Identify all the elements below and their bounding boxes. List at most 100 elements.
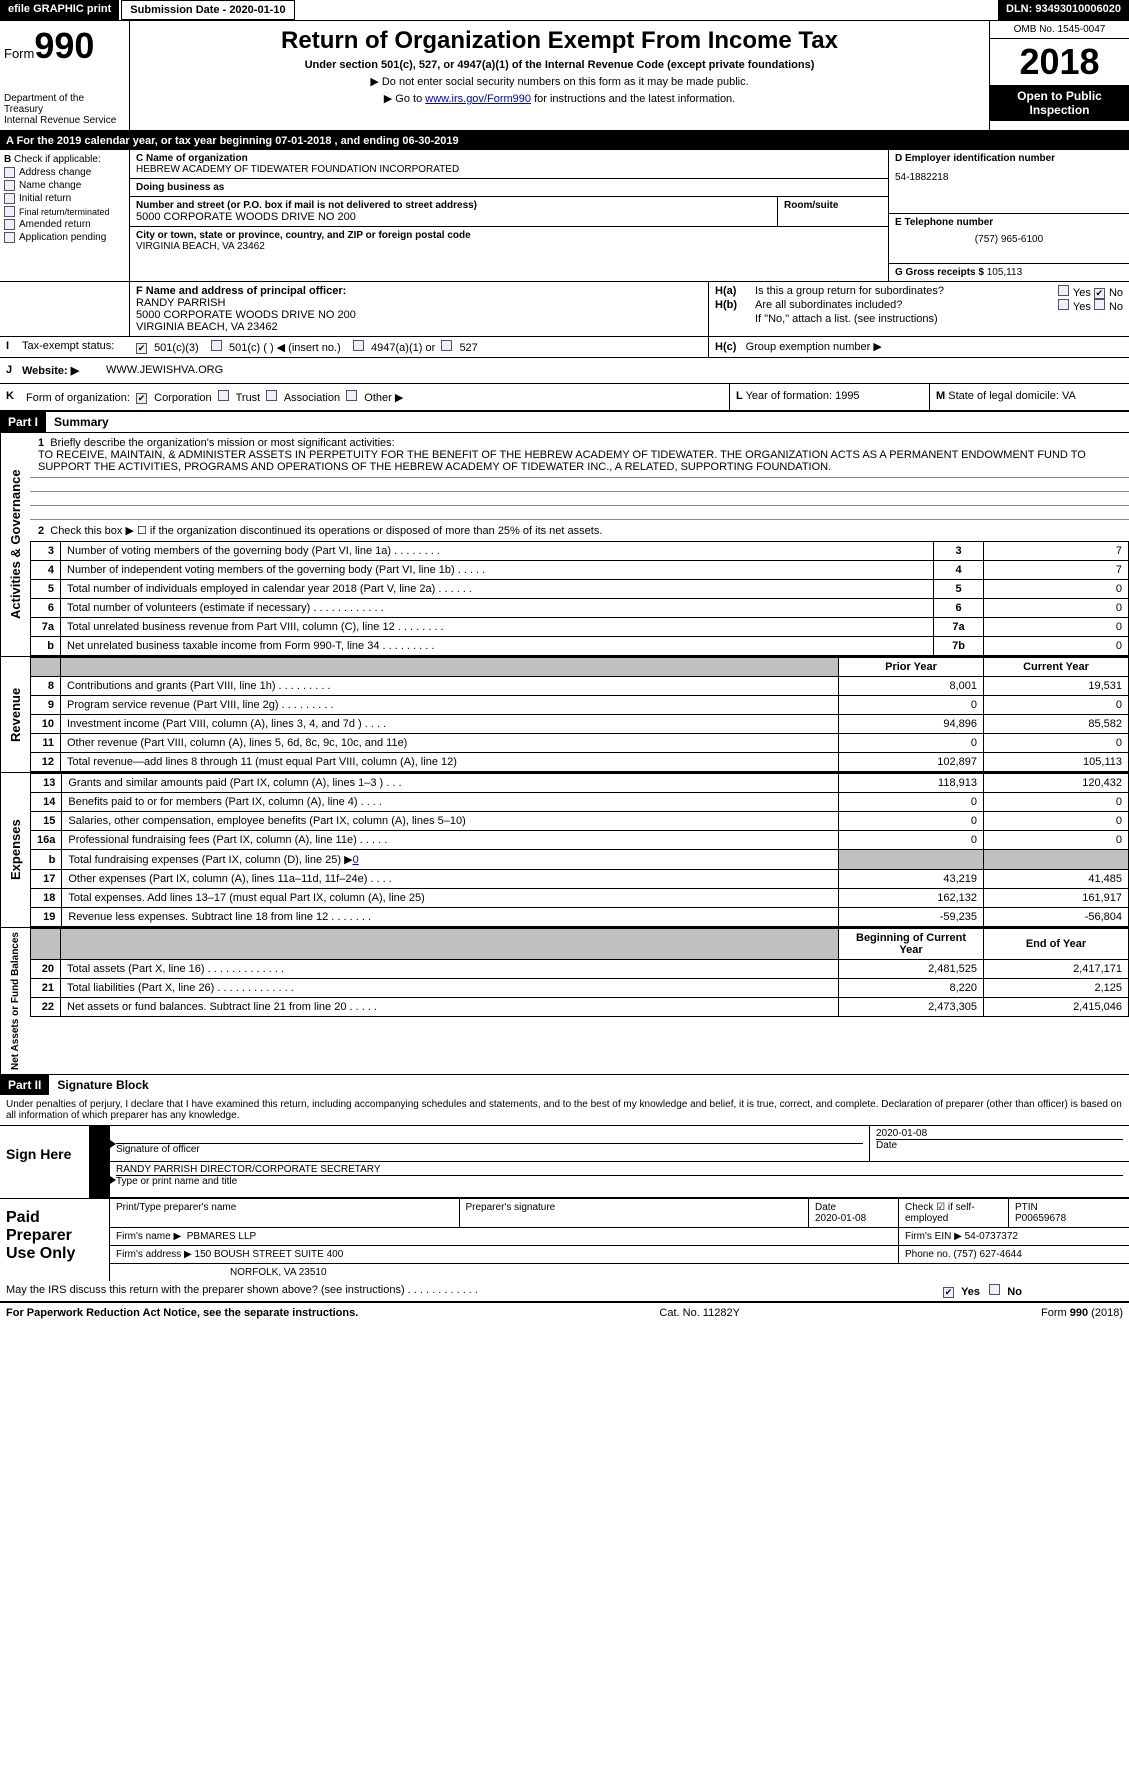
irs-link[interactable]: www.irs.gov/Form990 bbox=[425, 93, 531, 105]
officer-addr2: VIRGINIA BEACH, VA 23462 bbox=[136, 321, 702, 333]
checkbox-name-change[interactable] bbox=[4, 180, 15, 191]
checkbox-corporation[interactable] bbox=[136, 393, 147, 404]
h-b-label: H(b) bbox=[715, 299, 755, 313]
year-formation: 1995 bbox=[835, 390, 859, 402]
declaration-text: Under penalties of perjury, I declare th… bbox=[0, 1095, 1129, 1125]
checkbox-discuss-no[interactable] bbox=[989, 1284, 1000, 1295]
row-k-l-m: K Form of organization: Corporation Trus… bbox=[0, 384, 1129, 411]
dln-tag: DLN: 93493010006020 bbox=[998, 0, 1129, 20]
checkbox-initial-return[interactable] bbox=[4, 193, 15, 204]
gov-val-4: 7 bbox=[984, 561, 1129, 580]
footer-mid: Cat. No. 11282Y bbox=[659, 1307, 740, 1319]
officer-addr1: 5000 CORPORATE WOODS DRIVE NO 200 bbox=[136, 309, 702, 321]
netassets-section: Net Assets or Fund Balances Beginning of… bbox=[0, 927, 1129, 1074]
expenses-table: 13Grants and similar amounts paid (Part … bbox=[30, 773, 1129, 927]
form-prefix: Form bbox=[4, 46, 34, 61]
website-value: WWW.JEWISHVA.ORG bbox=[100, 358, 1129, 383]
checkbox-address-change[interactable] bbox=[4, 167, 15, 178]
line2-text: Check this box ▶ ☐ if the organization d… bbox=[50, 525, 602, 537]
discuss-row: May the IRS discuss this return with the… bbox=[0, 1281, 1129, 1302]
revenue-table: Prior YearCurrent Year 8Contributions an… bbox=[30, 657, 1129, 772]
checkbox-ha-yes[interactable] bbox=[1058, 285, 1069, 296]
addr-label: Number and street (or P.O. box if mail i… bbox=[136, 200, 771, 211]
preparer-name-hdr: Print/Type preparer's name bbox=[110, 1199, 460, 1227]
side-label-expenses: Expenses bbox=[0, 773, 30, 927]
city-value: VIRGINIA BEACH, VA 23462 bbox=[136, 241, 882, 252]
box-e-label: E Telephone number bbox=[895, 217, 1123, 228]
checkbox-ha-no[interactable] bbox=[1094, 288, 1105, 299]
mission-label: Briefly describe the organization's miss… bbox=[50, 437, 394, 449]
fundraising-link[interactable]: 0 bbox=[353, 854, 359, 866]
sign-here-block: Sign Here Signature of officer 2020-01-0… bbox=[0, 1125, 1129, 1198]
checkbox-application-pending[interactable] bbox=[4, 232, 15, 243]
form-subtitle: Under section 501(c), 527, or 4947(a)(1)… bbox=[136, 59, 983, 71]
name-title-label: Type or print name and title bbox=[116, 1176, 1123, 1187]
checkbox-4947[interactable] bbox=[353, 340, 364, 351]
netassets-table: Beginning of Current YearEnd of Year 20T… bbox=[30, 928, 1129, 1017]
form-header: Form990 Department of the Treasury Inter… bbox=[0, 21, 1129, 132]
submission-tag: Submission Date - 2020-01-10 bbox=[121, 0, 294, 20]
footer-left: For Paperwork Reduction Act Notice, see … bbox=[6, 1307, 358, 1319]
h-c-text: Group exemption number ▶ bbox=[746, 341, 882, 353]
box-b-label: B bbox=[4, 154, 11, 165]
dept-line1: Department of the Treasury bbox=[4, 93, 125, 115]
form-number: 990 bbox=[34, 25, 94, 66]
firm-name: PBMARES LLP bbox=[187, 1231, 256, 1242]
governance-table: 3Number of voting members of the governi… bbox=[30, 541, 1129, 656]
top-bar: efile GRAPHIC print Submission Date - 20… bbox=[0, 0, 1129, 21]
state-domicile: VA bbox=[1062, 390, 1076, 402]
checkbox-hb-no[interactable] bbox=[1094, 299, 1105, 310]
city-label: City or town, state or province, country… bbox=[136, 230, 882, 241]
officer-name-title: RANDY PARRISH DIRECTOR/CORPORATE SECRETA… bbox=[116, 1164, 1123, 1176]
firm-ein: 54-0737372 bbox=[965, 1231, 1018, 1242]
row-i: I Tax-exempt status: 501(c)(3) 501(c) ( … bbox=[0, 337, 1129, 358]
revenue-section: Revenue Prior YearCurrent Year 8Contribu… bbox=[0, 656, 1129, 772]
box-c-name-label: C Name of organization bbox=[136, 153, 882, 164]
gov-val-7b: 0 bbox=[984, 637, 1129, 656]
box-d-label: D Employer identification number bbox=[895, 153, 1123, 164]
checkbox-501c3[interactable] bbox=[136, 343, 147, 354]
checkbox-amended[interactable] bbox=[4, 219, 15, 230]
sig-date-value: 2020-01-08 bbox=[876, 1128, 1123, 1140]
dba-label: Doing business as bbox=[136, 182, 882, 193]
sig-date-label: Date bbox=[876, 1140, 1123, 1151]
tax-year: 2018 bbox=[990, 39, 1129, 85]
efile-tag: efile GRAPHIC print bbox=[0, 0, 119, 20]
checkbox-discuss-yes[interactable] bbox=[943, 1287, 954, 1298]
part-1-header: Part I Summary bbox=[0, 411, 1129, 432]
row-f-h: F Name and address of principal officer:… bbox=[0, 282, 1129, 337]
h-b-text: Are all subordinates included? bbox=[755, 299, 1058, 313]
mission-text: TO RECEIVE, MAINTAIN, & ADMINISTER ASSET… bbox=[38, 449, 1086, 473]
checkbox-association[interactable] bbox=[266, 390, 277, 401]
preparer-date: 2020-01-08 bbox=[815, 1213, 892, 1224]
page-footer: For Paperwork Reduction Act Notice, see … bbox=[0, 1302, 1129, 1323]
part-2-header: Part II Signature Block bbox=[0, 1074, 1129, 1095]
firm-addr1: 150 BOUSH STREET SUITE 400 bbox=[195, 1249, 344, 1260]
expenses-section: Expenses 13Grants and similar amounts pa… bbox=[0, 772, 1129, 927]
sig-officer-label: Signature of officer bbox=[116, 1144, 863, 1155]
box-f-label: F Name and address of principal officer: bbox=[136, 285, 702, 297]
org-name: HEBREW ACADEMY OF TIDEWATER FOUNDATION I… bbox=[136, 164, 882, 175]
dept-line2: Internal Revenue Service bbox=[4, 115, 125, 126]
omb-number: OMB No. 1545-0047 bbox=[990, 21, 1129, 39]
checkbox-hb-yes[interactable] bbox=[1058, 299, 1069, 310]
gov-val-6: 0 bbox=[984, 599, 1129, 618]
row-j: J Website: ▶ WWW.JEWISHVA.ORG bbox=[0, 358, 1129, 384]
ptin-value: P00659678 bbox=[1015, 1213, 1123, 1224]
side-label-activities: Activities & Governance bbox=[0, 433, 30, 656]
info-block: B Check if applicable: Address change Na… bbox=[0, 150, 1129, 282]
checkbox-final-return[interactable] bbox=[4, 206, 15, 217]
checkbox-other[interactable] bbox=[346, 390, 357, 401]
firm-phone: (757) 627-4644 bbox=[953, 1249, 1021, 1260]
h-a-text: Is this a group return for subordinates? bbox=[755, 285, 1058, 299]
sign-arrow-icon bbox=[104, 1136, 116, 1152]
form-note2: ▶ Go to www.irs.gov/Form990 for instruct… bbox=[136, 92, 983, 105]
form-title: Return of Organization Exempt From Incom… bbox=[136, 27, 983, 55]
checkbox-501c[interactable] bbox=[211, 340, 222, 351]
checkbox-trust[interactable] bbox=[218, 390, 229, 401]
h-c-label: H(c) bbox=[715, 341, 736, 353]
open-public-badge: Open to Public Inspection bbox=[990, 85, 1129, 121]
checkbox-527[interactable] bbox=[441, 340, 452, 351]
row-a-calendar: A For the 2019 calendar year, or tax yea… bbox=[0, 132, 1129, 150]
room-label: Room/suite bbox=[784, 200, 882, 211]
